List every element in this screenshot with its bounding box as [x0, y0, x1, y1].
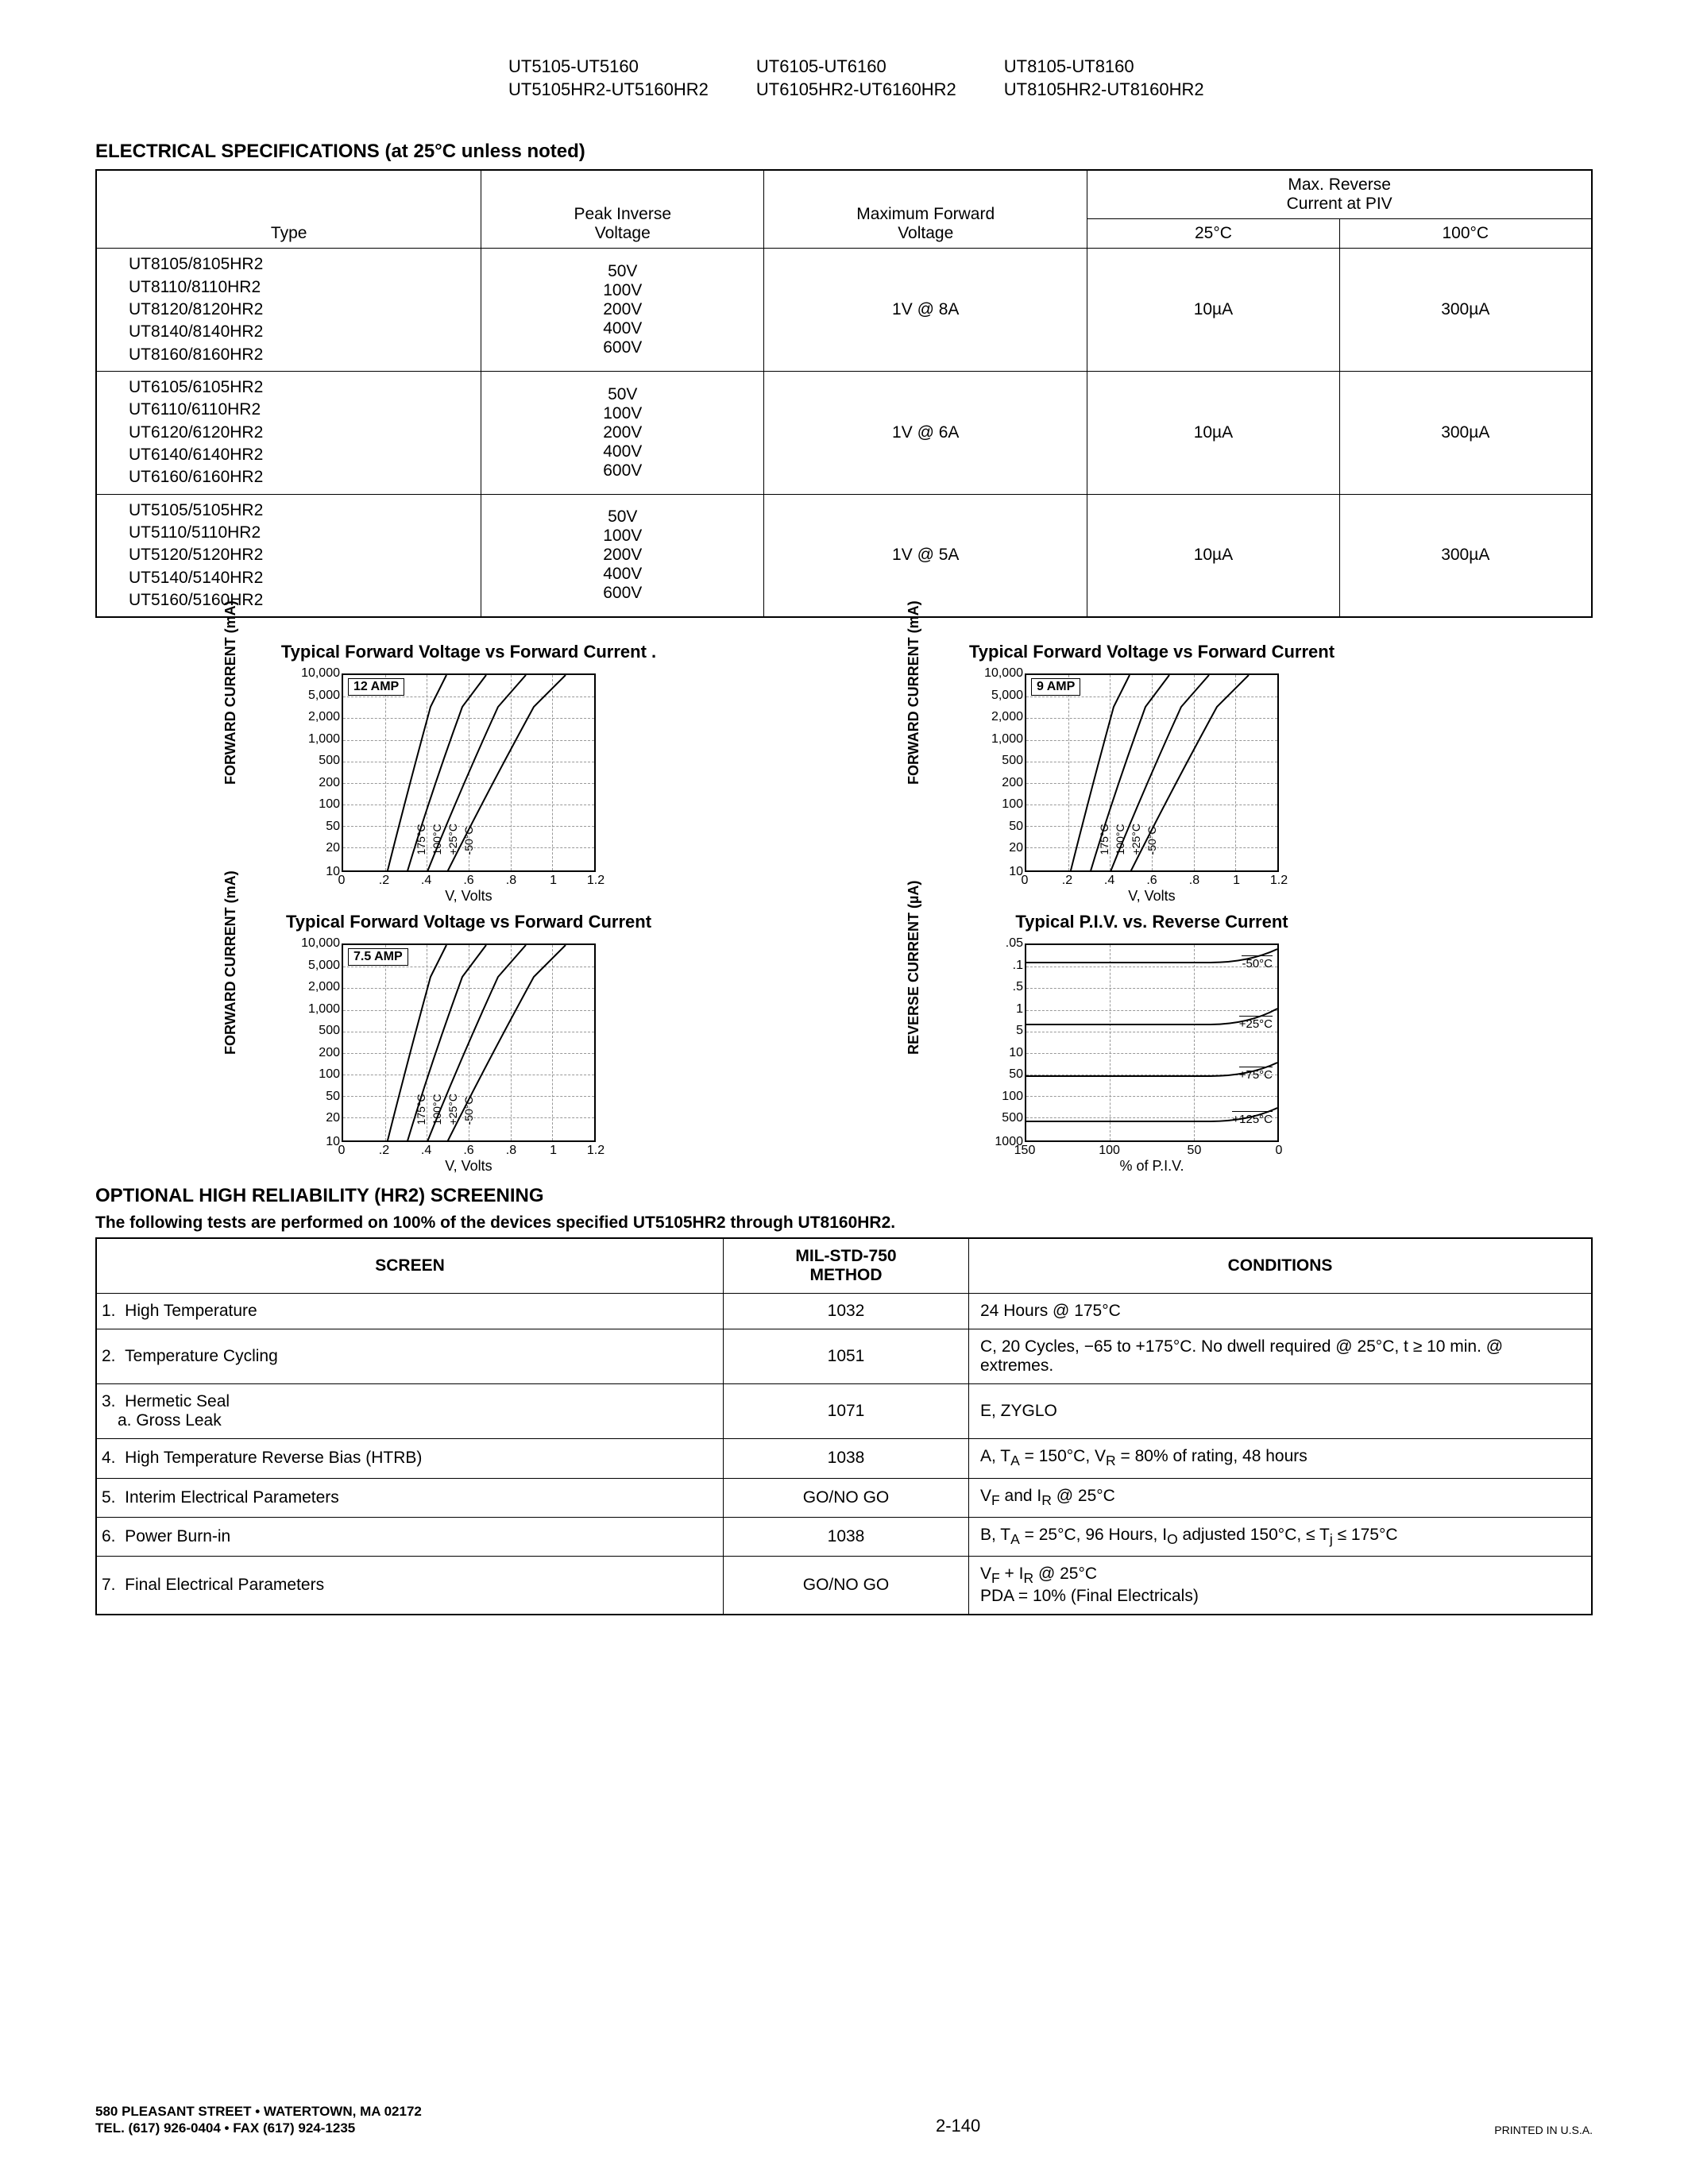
screen-cell: 3. Hermetic Seal a. Gross Leak [96, 1384, 724, 1439]
piv-cell: 50V100V200V400V600V [481, 371, 764, 494]
piv-temp-label: +125°C [1232, 1111, 1273, 1126]
footer-addr2: TEL. (617) 926-0404 • FAX (617) 924-1235 [95, 2120, 422, 2136]
elec-spec-table: Type Peak Inverse Voltage Maximum Forwar… [95, 169, 1593, 618]
y-axis-label: FORWARD CURRENT (mA) [222, 871, 239, 1055]
datasheet-page: UT5105-UT5160UT5105HR2-UT5160HR2 UT6105-… [0, 0, 1688, 2184]
y-axis-label: FORWARD CURRENT (mA) [222, 601, 239, 785]
pn: UT8105HR2-UT8160HR2 [1004, 79, 1204, 102]
x-axis-label: V, Volts [342, 888, 596, 905]
amp-label: 7.5 AMP [348, 948, 408, 966]
chart-piv: -50°C+25°C+75°C+125°CREVERSE CURRENT (µA… [969, 936, 1311, 1174]
mfv-cell: 1V @ 8A [764, 249, 1087, 372]
hr2-table: SCREEN MIL-STD-750 METHOD CONDITIONS 1. … [95, 1237, 1593, 1615]
amp-label: 12 AMP [348, 678, 404, 696]
chart-a: 12 AMP175°C100°C+25°C-50°CFORWARD CURREN… [286, 666, 628, 904]
elec-spec-title: ELECTRICAL SPECIFICATIONS (at 25°C unles… [95, 141, 1593, 163]
amp-label: 9 AMP [1031, 678, 1080, 696]
cond-cell: E, ZYGLO [969, 1384, 1593, 1439]
footer-page: 2-140 [936, 2116, 980, 2136]
i100-cell: 300µA [1339, 371, 1592, 494]
method-cell: 1032 [724, 1294, 969, 1329]
cond-cell: B, TA = 25°C, 96 Hours, IO adjusted 150°… [969, 1517, 1593, 1556]
chart-a-title: Typical Forward Voltage vs Forward Curre… [167, 642, 771, 662]
piv-temp-label: -50°C [1242, 955, 1273, 970]
y-axis-label: REVERSE CURRENT (µA) [906, 881, 922, 1055]
method-cell: 1038 [724, 1439, 969, 1478]
th-mfv: Maximum Forward Voltage [764, 170, 1087, 249]
x-axis-label: V, Volts [1025, 888, 1279, 905]
i25-cell: 10µA [1087, 249, 1339, 372]
x-axis-label: V, Volts [342, 1158, 596, 1175]
footer-addr1: 580 PLEASANT STREET • WATERTOWN, MA 0217… [95, 2104, 422, 2120]
i25-cell: 10µA [1087, 371, 1339, 494]
method-cell: GO/NO GO [724, 1478, 969, 1517]
chart-b: 9 AMP175°C100°C+25°C-50°CFORWARD CURRENT… [969, 666, 1311, 904]
part-number-header: UT5105-UT5160UT5105HR2-UT5160HR2 UT6105-… [508, 56, 1593, 101]
th-25c: 25°C [1087, 219, 1339, 249]
th-cond: CONDITIONS [969, 1238, 1593, 1294]
hr2-subtitle: The following tests are performed on 100… [95, 1214, 1593, 1233]
type-cell: UT8105/8105HR2UT8110/8110HR2UT8120/8120H… [96, 249, 481, 372]
method-cell: 1071 [724, 1384, 969, 1439]
screen-cell: 1. High Temperature [96, 1294, 724, 1329]
piv-temp-label: +25°C [1239, 1016, 1273, 1031]
temp-labels: 175°C100°C+25°C-50°C [415, 824, 475, 855]
i100-cell: 300µA [1339, 494, 1592, 617]
th-method: MIL-STD-750 METHOD [724, 1238, 969, 1294]
method-cell: 1051 [724, 1329, 969, 1384]
cond-cell: C, 20 Cycles, −65 to +175°C. No dwell re… [969, 1329, 1593, 1384]
pn: UT5105-UT5160 [508, 56, 709, 79]
pn: UT6105-UT6160 [756, 56, 956, 79]
page-footer: 580 PLEASANT STREET • WATERTOWN, MA 0217… [95, 2104, 1593, 2136]
method-cell: 1038 [724, 1517, 969, 1556]
screen-cell: 4. High Temperature Reverse Bias (HTRB) [96, 1439, 724, 1478]
th-type: Type [96, 170, 481, 249]
temp-labels: 175°C100°C+25°C-50°C [1098, 824, 1158, 855]
piv-temp-label: +75°C [1239, 1067, 1273, 1082]
i100-cell: 300µA [1339, 249, 1592, 372]
cond-cell: 24 Hours @ 175°C [969, 1294, 1593, 1329]
chart-c-title: Typical Forward Voltage vs Forward Curre… [167, 912, 771, 932]
th-100c: 100°C [1339, 219, 1592, 249]
type-cell: UT5105/5105HR2UT5110/5110HR2UT5120/5120H… [96, 494, 481, 617]
y-axis-label: FORWARD CURRENT (mA) [906, 601, 922, 785]
chart-b-title: Typical Forward Voltage vs Forward Curre… [850, 642, 1454, 662]
chart-c: 7.5 AMP175°C100°C+25°C-50°CFORWARD CURRE… [286, 936, 628, 1174]
screen-cell: 5. Interim Electrical Parameters [96, 1478, 724, 1517]
chart-piv-title: Typical P.I.V. vs. Reverse Current [850, 912, 1454, 932]
screen-cell: 7. Final Electrical Parameters [96, 1556, 724, 1615]
piv-cell: 50V100V200V400V600V [481, 249, 764, 372]
screen-cell: 6. Power Burn-in [96, 1517, 724, 1556]
temp-labels: 175°C100°C+25°C-50°C [415, 1094, 475, 1125]
cond-cell: A, TA = 150°C, VR = 80% of rating, 48 ho… [969, 1439, 1593, 1478]
th-piv: Peak Inverse Voltage [481, 170, 764, 249]
cond-cell: VF + IR @ 25°CPDA = 10% (Final Electrica… [969, 1556, 1593, 1615]
mfv-cell: 1V @ 5A [764, 494, 1087, 617]
type-cell: UT6105/6105HR2UT6110/6110HR2UT6120/6120H… [96, 371, 481, 494]
x-axis-label: % of P.I.V. [1025, 1158, 1279, 1175]
charts-row: Typical Forward Voltage vs Forward Curre… [167, 634, 1593, 1174]
pn: UT6105HR2-UT6160HR2 [756, 79, 956, 102]
th-rev: Max. Reverse Current at PIV [1087, 170, 1592, 219]
screen-cell: 2. Temperature Cycling [96, 1329, 724, 1384]
footer-usa: PRINTED IN U.S.A. [1494, 2124, 1593, 2136]
pn: UT8105-UT8160 [1004, 56, 1204, 79]
th-screen: SCREEN [96, 1238, 724, 1294]
pn: UT5105HR2-UT5160HR2 [508, 79, 709, 102]
cond-cell: VF and IR @ 25°C [969, 1478, 1593, 1517]
piv-cell: 50V100V200V400V600V [481, 494, 764, 617]
method-cell: GO/NO GO [724, 1556, 969, 1615]
hr2-title: OPTIONAL HIGH RELIABILITY (HR2) SCREENIN… [95, 1185, 1593, 1207]
i25-cell: 10µA [1087, 494, 1339, 617]
mfv-cell: 1V @ 6A [764, 371, 1087, 494]
